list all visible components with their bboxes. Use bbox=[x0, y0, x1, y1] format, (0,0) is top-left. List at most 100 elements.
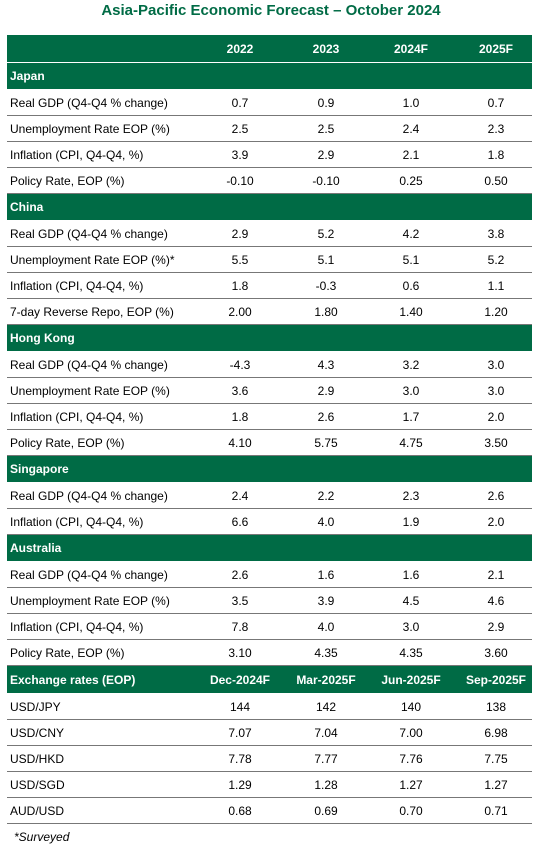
cell-value: 7.75 bbox=[484, 751, 508, 766]
cell-value: 1.27 bbox=[399, 777, 423, 792]
cell-value: 1.20 bbox=[484, 304, 508, 319]
cell-value: 2.2 bbox=[317, 488, 335, 503]
cell-value: 138 bbox=[485, 699, 507, 714]
data-row: Inflation (CPI, Q4-Q4, %) 1.8 -0.3 0.6 1.1 bbox=[7, 273, 532, 299]
cell-value: 3.0 bbox=[402, 619, 420, 634]
fx-row: USD/SGD 1.29 1.28 1.27 1.27 bbox=[7, 772, 532, 798]
forecast-table: 2022 2023 2024F 2025F Japan Real GDP (Q4-Q4 %… bbox=[7, 35, 532, 824]
data-row: Policy Rate, EOP (%) 3.10 4.35 4.35 3.60 bbox=[7, 640, 532, 666]
row-label: Unemployment Rate EOP (%)* bbox=[10, 252, 175, 267]
cell-value: 142 bbox=[315, 699, 337, 714]
row-label: Inflation (CPI, Q4-Q4, %) bbox=[10, 147, 144, 162]
data-row: Unemployment Rate EOP (%) 2.5 2.5 2.4 2.3 bbox=[7, 116, 532, 142]
cell-value: 5.2 bbox=[317, 226, 335, 241]
row-label: Policy Rate, EOP (%) bbox=[10, 435, 125, 450]
row-label: Inflation (CPI, Q4-Q4, %) bbox=[10, 278, 144, 293]
row-label: Policy Rate, EOP (%) bbox=[10, 645, 125, 660]
cell-value: 2.6 bbox=[317, 409, 335, 424]
data-row: 7-day Reverse Repo, EOP (%) 2.00 1.80 1.40 1… bbox=[7, 299, 532, 325]
cell-value: 3.0 bbox=[487, 357, 505, 372]
cell-value: 144 bbox=[229, 699, 251, 714]
cell-value: 2022 bbox=[226, 41, 254, 56]
cell-value: 0.71 bbox=[484, 803, 508, 818]
cell-value: 2.3 bbox=[487, 121, 505, 136]
cell-value: 2023 bbox=[312, 41, 340, 56]
row-label: Inflation (CPI, Q4-Q4, %) bbox=[10, 409, 144, 424]
cell-value: 1.6 bbox=[317, 567, 335, 582]
cell-value: 6.98 bbox=[484, 725, 508, 740]
data-row: Inflation (CPI, Q4-Q4, %) 7.8 4.0 3.0 2.9 bbox=[7, 614, 532, 640]
cell-value: 2.5 bbox=[317, 121, 335, 136]
cell-value: 4.35 bbox=[314, 645, 338, 660]
row-label: Real GDP (Q4-Q4 % change) bbox=[10, 567, 168, 582]
cell-value: 0.70 bbox=[399, 803, 423, 818]
cell-value: 3.2 bbox=[402, 357, 420, 372]
cell-value: 1.7 bbox=[402, 409, 420, 424]
cell-value: 4.2 bbox=[402, 226, 420, 241]
cell-value: 3.9 bbox=[231, 147, 249, 162]
row-label: Real GDP (Q4-Q4 % change) bbox=[10, 226, 168, 241]
row-label: Policy Rate, EOP (%) bbox=[10, 173, 125, 188]
cell-value: 1.80 bbox=[314, 304, 338, 319]
cell-value: 0.7 bbox=[231, 95, 249, 110]
fx-row: AUD/USD 0.68 0.69 0.70 0.71 bbox=[7, 798, 532, 824]
header-row: 2022 2023 2024F 2025F bbox=[7, 35, 532, 63]
cell-value: 0.69 bbox=[314, 803, 338, 818]
cell-value: 4.0 bbox=[317, 619, 335, 634]
row-label: USD/SGD bbox=[10, 777, 65, 792]
row-label: USD/CNY bbox=[10, 725, 65, 740]
data-row: Policy Rate, EOP (%) 4.10 5.75 4.75 3.50 bbox=[7, 430, 532, 456]
cell-value: 2.9 bbox=[317, 383, 335, 398]
data-row: Real GDP (Q4-Q4 % change) 2.4 2.2 2.3 2.6 bbox=[7, 483, 532, 509]
cell-value: 4.75 bbox=[399, 435, 423, 450]
cell-value: Jun-2025F bbox=[381, 672, 441, 687]
data-row: Unemployment Rate EOP (%) 3.5 3.9 4.5 4.6 bbox=[7, 588, 532, 614]
cell-value: 5.75 bbox=[314, 435, 338, 450]
cell-value: 7.8 bbox=[231, 619, 249, 634]
row-label: Real GDP (Q4-Q4 % change) bbox=[10, 95, 168, 110]
cell-value: -0.3 bbox=[315, 278, 337, 293]
data-row: Real GDP (Q4-Q4 % change) 2.9 5.2 4.2 3.8 bbox=[7, 221, 532, 247]
cell-value: 2.1 bbox=[402, 147, 420, 162]
row-label: Unemployment Rate EOP (%) bbox=[10, 383, 170, 398]
cell-value: 1.8 bbox=[487, 147, 505, 162]
cell-value: 3.50 bbox=[484, 435, 508, 450]
cell-value: 2.0 bbox=[487, 514, 505, 529]
cell-value: Sep-2025F bbox=[465, 672, 527, 687]
cell-value: 2.3 bbox=[402, 488, 420, 503]
cell-value: 5.1 bbox=[317, 252, 335, 267]
row-label: Inflation (CPI, Q4-Q4, %) bbox=[10, 619, 144, 634]
row-label: Real GDP (Q4-Q4 % change) bbox=[10, 488, 168, 503]
cell-value: 3.10 bbox=[228, 645, 252, 660]
cell-value: 0.68 bbox=[228, 803, 252, 818]
data-row: Real GDP (Q4-Q4 % change) 2.6 1.6 1.6 2.1 bbox=[7, 562, 532, 588]
cell-value: 1.9 bbox=[402, 514, 420, 529]
row-label: Unemployment Rate EOP (%) bbox=[10, 593, 170, 608]
row-label: Unemployment Rate EOP (%) bbox=[10, 121, 170, 136]
row-label: Japan bbox=[10, 69, 45, 83]
cell-value: 1.29 bbox=[228, 777, 252, 792]
footnote: *Surveyed bbox=[14, 830, 70, 844]
cell-value: 0.6 bbox=[402, 278, 420, 293]
cell-value: 0.25 bbox=[399, 173, 423, 188]
cell-value: 2.4 bbox=[402, 121, 420, 136]
section-header: China bbox=[7, 194, 532, 221]
data-row: Inflation (CPI, Q4-Q4, %) 1.8 2.6 1.7 2.0 bbox=[7, 404, 532, 430]
cell-value: 3.6 bbox=[231, 383, 249, 398]
row-label: Inflation (CPI, Q4-Q4, %) bbox=[10, 514, 144, 529]
cell-value: -0.10 bbox=[226, 173, 254, 188]
data-row: Inflation (CPI, Q4-Q4, %) 3.9 2.9 2.1 1.8 bbox=[7, 142, 532, 168]
data-row: Inflation (CPI, Q4-Q4, %) 6.6 4.0 1.9 2.0 bbox=[7, 509, 532, 535]
data-row: Policy Rate, EOP (%) -0.10 -0.10 0.25 0.50 bbox=[7, 168, 532, 194]
cell-value: 2.0 bbox=[487, 409, 505, 424]
cell-value: 4.0 bbox=[317, 514, 335, 529]
cell-value: 1.8 bbox=[231, 409, 249, 424]
cell-value: 7.76 bbox=[399, 751, 423, 766]
cell-value: 1.8 bbox=[231, 278, 249, 293]
cell-value: 5.2 bbox=[487, 252, 505, 267]
cell-value: -0.10 bbox=[312, 173, 340, 188]
cell-value: 6.6 bbox=[231, 514, 249, 529]
cell-value: 1.28 bbox=[314, 777, 338, 792]
cell-value: 3.9 bbox=[317, 593, 335, 608]
cell-value: 3.8 bbox=[487, 226, 505, 241]
